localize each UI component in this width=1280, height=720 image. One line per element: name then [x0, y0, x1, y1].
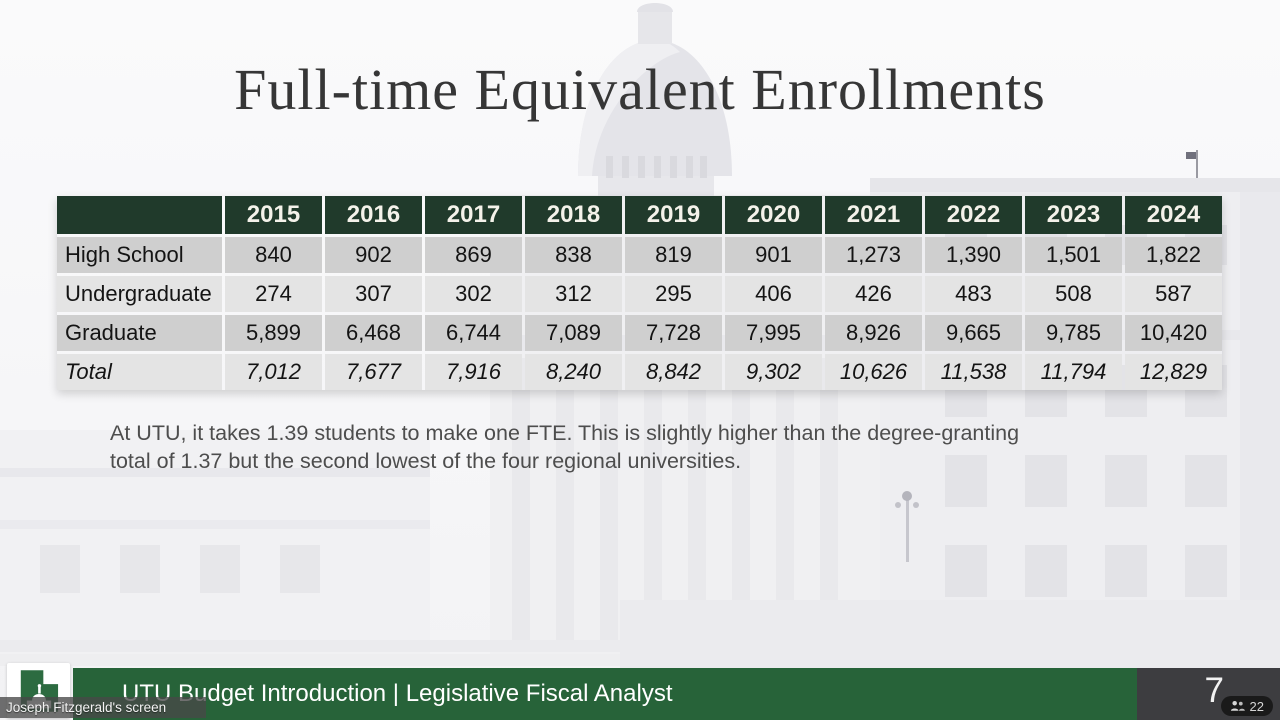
row-label: High School	[57, 237, 222, 273]
fte-note-line-2: total of 1.37 but the second lowest of t…	[110, 449, 742, 473]
year-header-cell: 2020	[725, 196, 822, 234]
table-cell: 1,273	[825, 237, 922, 273]
table-cell: 7,995	[725, 315, 822, 351]
table-cell: 508	[1025, 276, 1122, 312]
table-cell: 819	[625, 237, 722, 273]
table-cell: 11,794	[1025, 354, 1122, 390]
table-cell: 1,501	[1025, 237, 1122, 273]
table-cell: 7,677	[325, 354, 422, 390]
year-header-cell: 2017	[425, 196, 522, 234]
table-cell: 7,012	[225, 354, 322, 390]
table-cell: 307	[325, 276, 422, 312]
table-cell: 312	[525, 276, 622, 312]
table-row: High School 840 902 869 838 819 901 1,273 1,390 1…	[57, 237, 1222, 273]
table-cell: 483	[925, 276, 1022, 312]
fte-note: At UTU, it takes 1.39 students to make o…	[110, 419, 1180, 475]
table-cell: 9,302	[725, 354, 822, 390]
year-header-cell: 2019	[625, 196, 722, 234]
table-cell: 10,626	[825, 354, 922, 390]
table-cell: 901	[725, 237, 822, 273]
table-cell: 302	[425, 276, 522, 312]
enrollment-table: 2015 2016 2017 2018 2019 2020 2021 2022 2023 2024…	[57, 196, 1222, 390]
table-cell: 1,822	[1125, 237, 1222, 273]
table-cell: 587	[1125, 276, 1222, 312]
year-header-cell: 2018	[525, 196, 622, 234]
table-cell: 6,468	[325, 315, 422, 351]
table-cell: 838	[525, 237, 622, 273]
year-header-cell: 2023	[1025, 196, 1122, 234]
year-header-cell: 2024	[1125, 196, 1222, 234]
table-cell: 5,899	[225, 315, 322, 351]
table-cell: 7,916	[425, 354, 522, 390]
table-cell: 6,744	[425, 315, 522, 351]
table-cell: 8,926	[825, 315, 922, 351]
year-header-cell: 2015	[225, 196, 322, 234]
table-cell: 1,390	[925, 237, 1022, 273]
table-cell: 7,089	[525, 315, 622, 351]
page-title: Full-time Equivalent Enrollments	[234, 57, 1046, 122]
row-label: Total	[57, 354, 222, 390]
page-number: 7	[1204, 671, 1224, 710]
screen-share-label: Joseph Fitzgerald's screen	[0, 697, 206, 718]
table-cell: 902	[325, 237, 422, 273]
table-cell: 426	[825, 276, 922, 312]
table-cell: 840	[225, 237, 322, 273]
people-icon	[1230, 700, 1245, 711]
row-label: Undergraduate	[57, 276, 222, 312]
enrollment-table-body: High School 840 902 869 838 819 901 1,273 1,390 1…	[57, 237, 1222, 390]
year-header-cell: 2021	[825, 196, 922, 234]
participants-pill[interactable]: 22	[1220, 696, 1273, 716]
table-cell: 9,665	[925, 315, 1022, 351]
table-cell: 295	[625, 276, 722, 312]
table-cell: 274	[225, 276, 322, 312]
table-cell: 9,785	[1025, 315, 1122, 351]
table-row: Graduate 5,899 6,468 6,744 7,089 7,728 7,995 8,…	[57, 315, 1222, 351]
footer-text: UTU Budget Introduction | Legislative Fi…	[122, 680, 673, 707]
table-cell: 8,842	[625, 354, 722, 390]
table-cell: 406	[725, 276, 822, 312]
table-cell: 10,420	[1125, 315, 1222, 351]
table-cell: 12,829	[1125, 354, 1222, 390]
table-corner-cell	[57, 196, 222, 234]
footer-bar: UTU Budget Introduction | Legislative Fi…	[73, 668, 1137, 720]
table-cell: 11,538	[925, 354, 1022, 390]
year-header-cell: 2022	[925, 196, 1022, 234]
table-cell: 8,240	[525, 354, 622, 390]
table-row: Undergraduate 274 307 302 312 295 406 426 483 508…	[57, 276, 1222, 312]
table-cell: 7,728	[625, 315, 722, 351]
table-header-row: 2015 2016 2017 2018 2019 2020 2021 2022 2023 2024	[57, 196, 1222, 234]
fte-note-line-1: At UTU, it takes 1.39 students to make o…	[110, 421, 1020, 445]
table-cell: 869	[425, 237, 522, 273]
table-row: Total 7,012 7,677 7,916 8,240 8,842 9,302 10,62…	[57, 354, 1222, 390]
participant-count: 22	[1249, 698, 1264, 714]
row-label: Graduate	[57, 315, 222, 351]
year-header-cell: 2016	[325, 196, 422, 234]
